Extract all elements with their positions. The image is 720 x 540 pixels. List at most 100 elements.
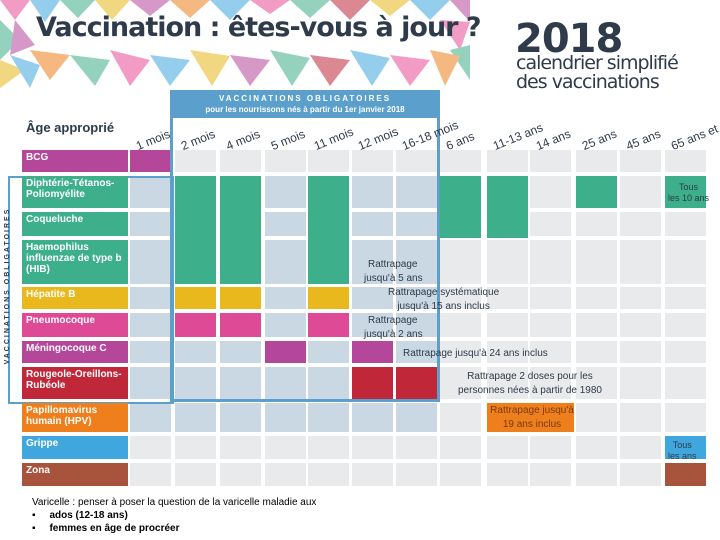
grid-cell xyxy=(530,313,571,337)
grid-cell xyxy=(308,150,349,172)
grid-cell xyxy=(487,367,528,399)
annotation-tous-10-ans: Tous les 10 ans xyxy=(668,182,710,203)
grid-cell xyxy=(620,176,661,208)
grid-cell xyxy=(308,436,349,459)
grid-cell xyxy=(396,176,437,208)
grid-cell xyxy=(576,436,617,459)
age-column-label: 45 ans xyxy=(624,126,663,153)
age-column-label: 25 ans xyxy=(580,126,619,153)
grid-cell xyxy=(175,463,216,486)
grid-cell xyxy=(308,341,349,363)
dose-cell xyxy=(220,176,261,284)
annotation-rattrapage-pneumo: Rattrapage jusqu'à 2 ans xyxy=(364,315,423,340)
grid-cell xyxy=(352,150,393,172)
grid-cell xyxy=(576,287,617,309)
vaccine-label: Haemophilus influenzae de type b (HIB) xyxy=(22,240,128,284)
grid-cell xyxy=(487,287,528,309)
grid-cell xyxy=(220,341,261,363)
grid-cell xyxy=(440,403,481,432)
grid-cell xyxy=(130,341,171,363)
grid-cell xyxy=(530,212,571,236)
varicelle-note: Varicelle : penser à poser la question d… xyxy=(32,497,317,534)
grid-cell xyxy=(487,341,528,363)
grid-cell xyxy=(530,176,571,208)
grid-cell xyxy=(576,367,617,399)
dose-cell xyxy=(665,176,706,208)
vaccine-label: Méningocoque C xyxy=(22,341,128,363)
grid-cell xyxy=(265,287,306,309)
grid-cell xyxy=(352,313,393,337)
grid-cell xyxy=(130,436,171,459)
dose-cell xyxy=(665,436,706,459)
grid-cell xyxy=(665,341,706,363)
grid-cell xyxy=(265,463,306,486)
grid-cell xyxy=(620,403,661,432)
grid-cell xyxy=(265,313,306,337)
obligatoires-side-label: VACCINATIONS OBLIGATOIRES xyxy=(4,207,11,365)
grid-cell xyxy=(396,341,437,363)
obligatoires-header: VACCINATIONS OBLIGATOIRES pour les nourr… xyxy=(170,90,440,118)
grid-cell xyxy=(396,287,437,309)
grid-cell xyxy=(130,212,171,236)
grid-cell xyxy=(530,240,571,284)
grid-cell xyxy=(665,287,706,309)
grid-cell xyxy=(175,367,216,399)
grid-cell xyxy=(530,463,571,486)
note-bullet: ados (12-18 ans) xyxy=(49,510,128,521)
grid-cell xyxy=(265,367,306,399)
dose-cell xyxy=(175,287,216,309)
grid-cell xyxy=(440,287,481,309)
grid-cell xyxy=(352,436,393,459)
grid-cell xyxy=(396,463,437,486)
grid-cell xyxy=(665,212,706,236)
age-title: Âge approprié xyxy=(26,120,115,135)
dose-cell xyxy=(308,176,349,284)
vaccine-label: Pneumocoque xyxy=(22,313,128,337)
obligatoires-subheading: pour les nourrissons nés à partir du 1er… xyxy=(205,105,405,114)
grid-cell xyxy=(620,436,661,459)
grid-cell xyxy=(576,403,617,432)
grid-cell xyxy=(220,367,261,399)
dose-cell xyxy=(576,176,617,208)
dose-cell xyxy=(352,341,393,363)
grid-cell xyxy=(620,287,661,309)
grid-cell xyxy=(265,240,306,284)
dose-cell xyxy=(308,287,349,309)
dose-cell xyxy=(265,341,306,363)
vaccine-label: Hépatite B xyxy=(22,287,128,309)
grid-cell xyxy=(530,436,571,459)
grid-cell xyxy=(487,150,528,172)
grid-cell xyxy=(530,287,571,309)
annotation-rattrapage-hpv: Rattrapage jusqu'à 19 ans inclus xyxy=(490,405,574,430)
grid-cell xyxy=(620,313,661,337)
grid-cell xyxy=(620,240,661,284)
subtitle-line2: des vaccinations xyxy=(516,71,660,93)
page-title: Vaccination : êtes-vous à jour ? xyxy=(36,12,482,43)
grid-cell xyxy=(175,403,216,432)
grid-cell xyxy=(440,367,481,399)
grid-cell xyxy=(308,463,349,486)
grid-cell xyxy=(620,212,661,236)
annotation-rattrapage-menc: Rattrapage jusqu'à 24 ans inclus xyxy=(403,348,548,359)
vaccine-label: Papillomavirus humain (HPV) xyxy=(22,403,128,432)
grid-cell xyxy=(265,150,306,172)
grid-cell xyxy=(396,313,437,337)
annotation-rattrapage-hib: Rattrapage jusqu'à 5 ans xyxy=(364,259,423,284)
grid-cell xyxy=(440,150,481,172)
grid-cell xyxy=(620,150,661,172)
grid-cell xyxy=(352,403,393,432)
hpv-rattrapage-bar xyxy=(487,403,574,432)
grid-cell xyxy=(130,240,171,284)
grid-cell xyxy=(487,313,528,337)
vaccine-label: Diphtérie-Tétanos-Poliomyélite xyxy=(22,176,128,208)
grid-cell xyxy=(265,212,306,236)
dose-cell xyxy=(130,150,171,172)
obligatoires-heading: VACCINATIONS OBLIGATOIRES xyxy=(218,94,392,103)
dose-cell xyxy=(487,176,528,238)
grid-cell xyxy=(396,403,437,432)
dose-cell xyxy=(665,463,706,486)
subtitle-line1: calendrier simplifié xyxy=(516,52,679,74)
grid-cell xyxy=(576,313,617,337)
grid-cell xyxy=(130,403,171,432)
grid-cell xyxy=(352,240,393,284)
